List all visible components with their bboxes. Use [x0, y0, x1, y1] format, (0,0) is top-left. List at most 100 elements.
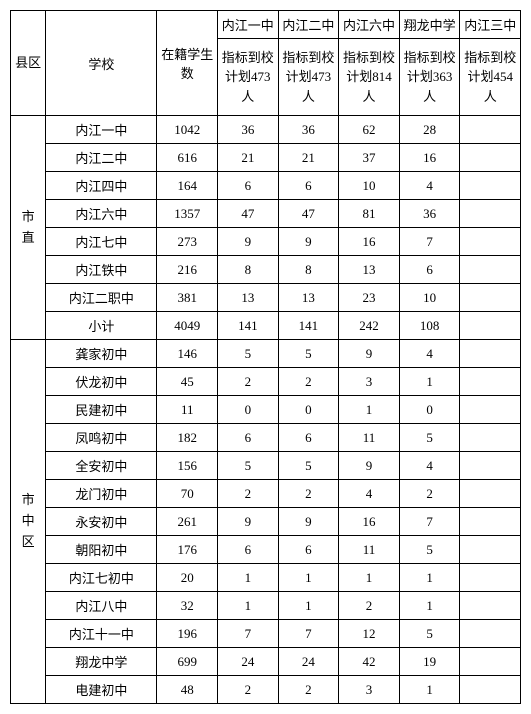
count-cell: 70: [157, 480, 218, 508]
table-row: 电建初中482231: [11, 676, 521, 704]
header-quota: 指标到校计划473人: [218, 39, 279, 116]
count-cell: 182: [157, 424, 218, 452]
value-cell: 13: [339, 256, 400, 284]
value-cell: [460, 256, 521, 284]
table-row: 伏龙初中452231: [11, 368, 521, 396]
value-cell: 2: [278, 368, 339, 396]
value-cell: 0: [278, 396, 339, 424]
value-cell: [460, 116, 521, 144]
table-row: 凤鸣初中18266115: [11, 424, 521, 452]
value-cell: [460, 340, 521, 368]
value-cell: 2: [399, 480, 460, 508]
value-cell: [460, 228, 521, 256]
value-cell: 23: [339, 284, 400, 312]
value-cell: 13: [218, 284, 279, 312]
value-cell: 1: [399, 368, 460, 396]
value-cell: 10: [399, 284, 460, 312]
value-cell: 1: [218, 564, 279, 592]
value-cell: 1: [399, 676, 460, 704]
value-cell: [460, 508, 521, 536]
value-cell: [460, 368, 521, 396]
value-cell: 24: [278, 648, 339, 676]
table-row: 永安初中26199167: [11, 508, 521, 536]
value-cell: 19: [399, 648, 460, 676]
value-cell: 0: [218, 396, 279, 424]
value-cell: 2: [339, 592, 400, 620]
value-cell: 7: [218, 620, 279, 648]
district-cell: 市 中 区: [11, 340, 46, 704]
value-cell: 5: [278, 340, 339, 368]
table-row: 龙门初中702242: [11, 480, 521, 508]
value-cell: [460, 396, 521, 424]
value-cell: 2: [278, 480, 339, 508]
school-cell: 伏龙初中: [46, 368, 157, 396]
count-cell: 176: [157, 536, 218, 564]
value-cell: 5: [399, 536, 460, 564]
count-cell: 4049: [157, 312, 218, 340]
value-cell: [460, 676, 521, 704]
school-cell: 小计: [46, 312, 157, 340]
value-cell: 5: [399, 424, 460, 452]
value-cell: [460, 592, 521, 620]
school-cell: 内江六中: [46, 200, 157, 228]
value-cell: 0: [399, 396, 460, 424]
table-row: 市 中 区龚家初中1465594: [11, 340, 521, 368]
header-school: 学校: [46, 11, 157, 116]
value-cell: 81: [339, 200, 400, 228]
value-cell: [460, 564, 521, 592]
value-cell: 10: [339, 172, 400, 200]
value-cell: [460, 312, 521, 340]
school-cell: 内江铁中: [46, 256, 157, 284]
school-cell: 内江七初中: [46, 564, 157, 592]
value-cell: 9: [278, 508, 339, 536]
value-cell: 21: [278, 144, 339, 172]
value-cell: [460, 620, 521, 648]
value-cell: 1: [339, 564, 400, 592]
value-cell: 5: [399, 620, 460, 648]
value-cell: 6: [278, 424, 339, 452]
header-target-school: 内江三中: [460, 11, 521, 39]
count-cell: 381: [157, 284, 218, 312]
school-cell: 翔龙中学: [46, 648, 157, 676]
table-row: 内江铁中21688136: [11, 256, 521, 284]
value-cell: 1: [278, 592, 339, 620]
value-cell: [460, 424, 521, 452]
value-cell: 8: [278, 256, 339, 284]
value-cell: 1: [218, 592, 279, 620]
value-cell: 62: [339, 116, 400, 144]
value-cell: 2: [278, 676, 339, 704]
value-cell: 5: [218, 340, 279, 368]
count-cell: 1357: [157, 200, 218, 228]
value-cell: 36: [278, 116, 339, 144]
value-cell: 1: [399, 592, 460, 620]
value-cell: [460, 480, 521, 508]
count-cell: 616: [157, 144, 218, 172]
value-cell: 16: [399, 144, 460, 172]
value-cell: [460, 200, 521, 228]
value-cell: 1: [339, 396, 400, 424]
value-cell: 5: [218, 452, 279, 480]
table-row: 内江七初中201111: [11, 564, 521, 592]
table-row: 内江八中321121: [11, 592, 521, 620]
district-cell: 市 直: [11, 116, 46, 340]
header-target-school: 内江一中: [218, 11, 279, 39]
value-cell: 2: [218, 368, 279, 396]
table-header: 县区 学校 在籍学生数 内江一中 内江二中 内江六中 翔龙中学 内江三中 指标到…: [11, 11, 521, 116]
value-cell: 6: [278, 172, 339, 200]
count-cell: 11: [157, 396, 218, 424]
header-enrolled: 在籍学生数: [157, 11, 218, 116]
table-body: 市 直内江一中104236366228内江二中61621213716内江四中16…: [11, 116, 521, 704]
value-cell: 4: [399, 452, 460, 480]
header-quota: 指标到校计划454人: [460, 39, 521, 116]
school-cell: 电建初中: [46, 676, 157, 704]
school-cell: 龚家初中: [46, 340, 157, 368]
school-cell: 民建初中: [46, 396, 157, 424]
count-cell: 156: [157, 452, 218, 480]
header-quota: 指标到校计划814人: [339, 39, 400, 116]
count-cell: 45: [157, 368, 218, 396]
quota-table: 县区 学校 在籍学生数 内江一中 内江二中 内江六中 翔龙中学 内江三中 指标到…: [10, 10, 521, 704]
value-cell: 36: [218, 116, 279, 144]
count-cell: 146: [157, 340, 218, 368]
value-cell: 3: [339, 368, 400, 396]
header-target-school: 翔龙中学: [399, 11, 460, 39]
